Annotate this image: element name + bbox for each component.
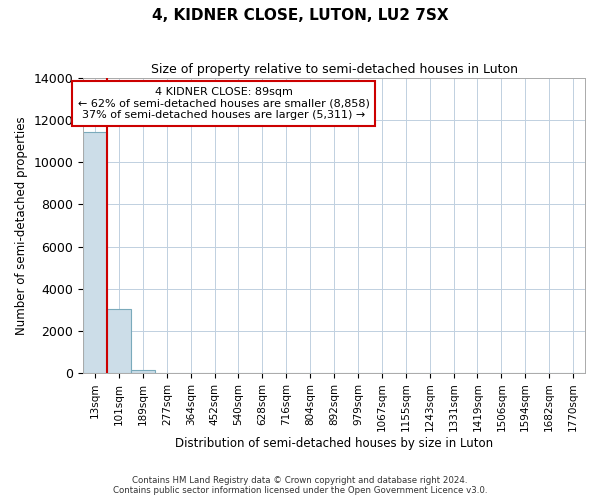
Title: Size of property relative to semi-detached houses in Luton: Size of property relative to semi-detach… <box>151 62 518 76</box>
X-axis label: Distribution of semi-detached houses by size in Luton: Distribution of semi-detached houses by … <box>175 437 493 450</box>
Text: 4 KIDNER CLOSE: 89sqm
← 62% of semi-detached houses are smaller (8,858)
37% of s: 4 KIDNER CLOSE: 89sqm ← 62% of semi-deta… <box>78 87 370 120</box>
Text: Contains HM Land Registry data © Crown copyright and database right 2024.
Contai: Contains HM Land Registry data © Crown c… <box>113 476 487 495</box>
Bar <box>131 370 155 373</box>
Text: 4, KIDNER CLOSE, LUTON, LU2 7SX: 4, KIDNER CLOSE, LUTON, LU2 7SX <box>152 8 448 22</box>
Bar <box>83 132 107 373</box>
Y-axis label: Number of semi-detached properties: Number of semi-detached properties <box>15 116 28 335</box>
Bar <box>107 310 131 373</box>
